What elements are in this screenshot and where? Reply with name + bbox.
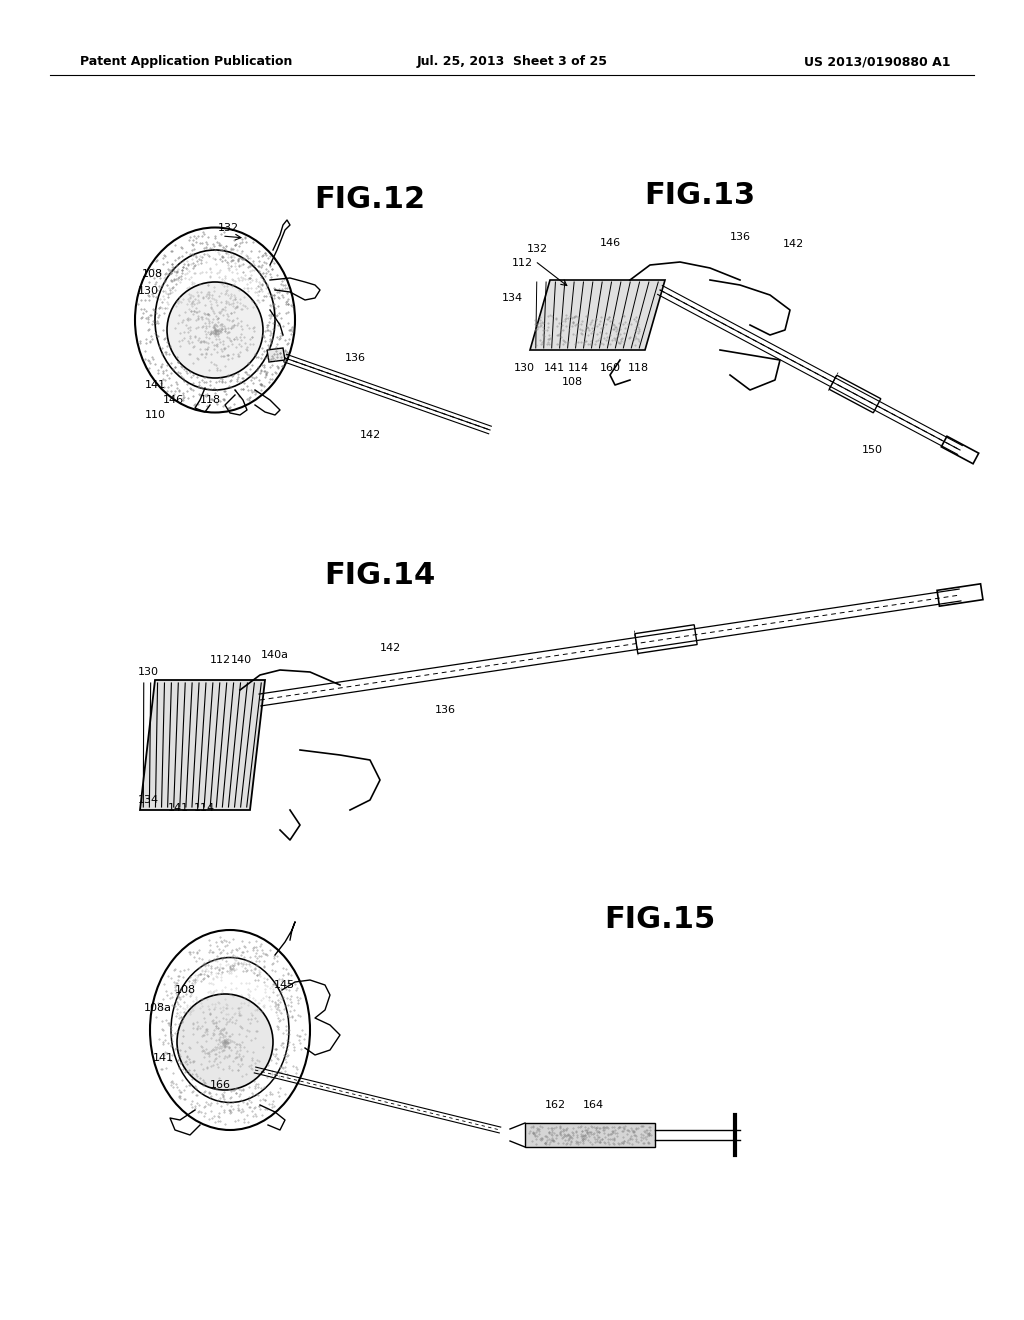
Text: 140a: 140a — [261, 649, 289, 660]
Text: 118: 118 — [200, 395, 220, 405]
Text: 112: 112 — [210, 655, 230, 665]
Text: 134: 134 — [502, 293, 522, 304]
Text: 108: 108 — [141, 269, 163, 279]
Text: FIG.15: FIG.15 — [604, 906, 716, 935]
Circle shape — [177, 994, 273, 1090]
Text: 141: 141 — [544, 363, 564, 374]
Text: 114: 114 — [567, 363, 589, 374]
Text: 118: 118 — [628, 363, 648, 374]
Text: 110: 110 — [144, 411, 166, 420]
Text: 130: 130 — [513, 363, 535, 374]
Text: 132: 132 — [526, 244, 548, 253]
Polygon shape — [140, 680, 265, 810]
Text: 142: 142 — [379, 643, 400, 653]
Text: 166: 166 — [210, 1080, 230, 1090]
Text: US 2013/0190880 A1: US 2013/0190880 A1 — [804, 55, 950, 69]
Text: 142: 142 — [359, 430, 381, 440]
Polygon shape — [267, 348, 285, 362]
Text: 114: 114 — [194, 803, 215, 813]
Text: 142: 142 — [782, 239, 804, 249]
Text: FIG.14: FIG.14 — [325, 561, 435, 590]
Text: 150: 150 — [861, 445, 883, 455]
Text: 140: 140 — [230, 655, 252, 665]
Text: 136: 136 — [729, 232, 751, 242]
Text: 164: 164 — [583, 1100, 603, 1110]
Text: 136: 136 — [344, 352, 366, 363]
Text: 141: 141 — [153, 1053, 173, 1063]
Text: FIG.13: FIG.13 — [644, 181, 756, 210]
Polygon shape — [525, 1123, 655, 1147]
Text: FIG.12: FIG.12 — [314, 186, 426, 214]
Polygon shape — [530, 280, 665, 350]
Text: 141: 141 — [144, 380, 166, 389]
Text: Jul. 25, 2013  Sheet 3 of 25: Jul. 25, 2013 Sheet 3 of 25 — [417, 55, 607, 69]
Text: 130: 130 — [137, 286, 159, 296]
Text: 141: 141 — [168, 803, 188, 813]
Text: 136: 136 — [434, 705, 456, 715]
Text: 160: 160 — [599, 363, 621, 374]
Circle shape — [167, 282, 263, 378]
Text: 132: 132 — [217, 223, 239, 234]
Text: 112: 112 — [511, 257, 532, 268]
Text: 108: 108 — [174, 985, 196, 995]
Text: 108a: 108a — [144, 1003, 172, 1012]
Text: Patent Application Publication: Patent Application Publication — [80, 55, 293, 69]
Text: 146: 146 — [163, 395, 183, 405]
Text: 146: 146 — [599, 238, 621, 248]
Text: 145: 145 — [273, 979, 295, 990]
Text: 108: 108 — [561, 378, 583, 387]
Text: 130: 130 — [137, 667, 159, 677]
Text: 134: 134 — [137, 795, 159, 805]
Text: 162: 162 — [545, 1100, 565, 1110]
